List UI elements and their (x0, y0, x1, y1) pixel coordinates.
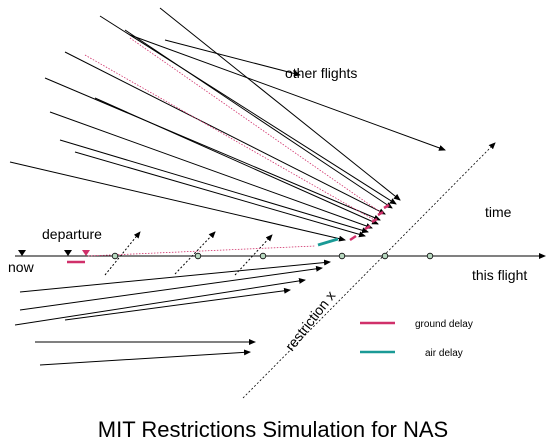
flight-line (64, 287, 291, 321)
flight-line (44, 77, 381, 221)
future-arrow (104, 231, 141, 276)
flight-line (124, 29, 393, 209)
flight-line (39, 349, 251, 366)
legend-label: air delay (425, 348, 463, 359)
flight-line (19, 259, 331, 293)
flight-line (164, 39, 301, 77)
delayed-flight (129, 37, 384, 215)
flight-line (74, 151, 366, 238)
delayed-flight (84, 54, 377, 222)
flight-line (19, 265, 323, 311)
label: other flights (285, 65, 357, 81)
flight-line (9, 161, 346, 242)
title: MIT Restrictions Simulation for NAS (98, 417, 448, 442)
flight-lines (9, 7, 446, 366)
now-marker (18, 250, 26, 256)
future-arrow (234, 234, 273, 276)
label: restriction x (282, 288, 339, 354)
departure-marker (64, 250, 72, 256)
flight-line (94, 97, 379, 225)
flight-line (159, 7, 401, 201)
delay-segments (349, 203, 390, 242)
flight-line (99, 15, 397, 205)
label: this flight (472, 267, 527, 283)
slots (111, 252, 434, 260)
flight-line (14, 277, 306, 326)
delayed-path (87, 245, 316, 257)
flight-line (59, 139, 369, 234)
future-arrow (174, 231, 216, 275)
departure-delayed-marker (82, 250, 90, 256)
flight-line (49, 111, 373, 229)
label: now (8, 259, 35, 275)
flight-line (64, 51, 386, 215)
flight-line (129, 34, 446, 151)
label: time (485, 204, 512, 220)
label: departure (42, 226, 102, 242)
legend-label: ground delay (415, 319, 473, 330)
air-delay-bar (317, 237, 339, 247)
